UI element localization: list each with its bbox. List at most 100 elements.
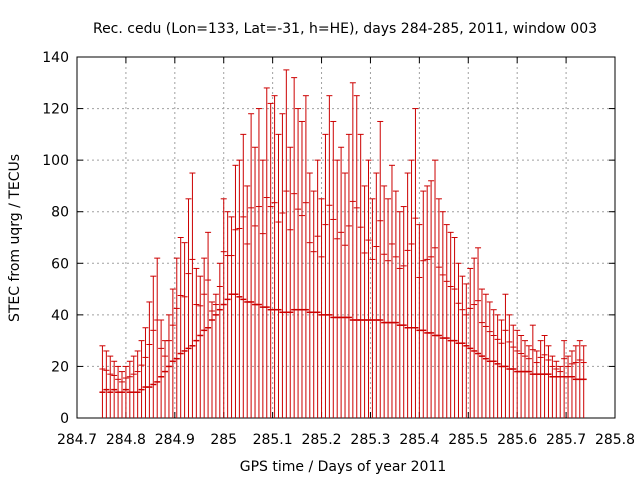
error-bar-point bbox=[494, 314, 501, 418]
error-bar-point bbox=[424, 185, 431, 418]
error-bar-point bbox=[248, 113, 255, 418]
error-bar-point bbox=[537, 340, 544, 418]
error-bar-point bbox=[486, 301, 493, 418]
error-bar-point bbox=[158, 319, 165, 418]
error-bar-point bbox=[107, 355, 114, 418]
error-bar-point bbox=[408, 159, 415, 418]
error-bar-point bbox=[275, 133, 282, 418]
error-bar-point bbox=[212, 293, 219, 418]
error-bar-point bbox=[302, 95, 309, 418]
error-bar-point bbox=[502, 293, 509, 418]
error-bar-point bbox=[482, 293, 489, 418]
error-bar-point bbox=[459, 275, 466, 418]
error-bar-point bbox=[232, 164, 239, 418]
error-bar-point bbox=[463, 283, 470, 418]
error-bar-point bbox=[295, 108, 302, 418]
error-bar-point bbox=[506, 314, 513, 418]
error-bar-point bbox=[568, 350, 575, 418]
error-bar-point bbox=[173, 257, 180, 418]
chart-title: Rec. cedu (Lon=133, Lat=-31, h=HE), days… bbox=[93, 21, 597, 37]
error-bar-point bbox=[545, 345, 552, 418]
error-bar-point bbox=[412, 108, 419, 418]
error-bar-point bbox=[189, 172, 196, 418]
error-bar-point bbox=[193, 267, 200, 418]
error-bar-point bbox=[228, 216, 235, 418]
error-bar-point bbox=[533, 350, 540, 418]
error-bar-point bbox=[142, 327, 149, 418]
error-bar-point bbox=[310, 190, 317, 418]
error-bar-point bbox=[130, 355, 137, 418]
x-tick-label: 285 bbox=[210, 432, 237, 448]
error-bar-point bbox=[314, 159, 321, 418]
x-tick-label: 284.9 bbox=[155, 432, 195, 448]
x-tick-label: 285.4 bbox=[399, 432, 439, 448]
x-axis-label: GPS time / Days of year 2011 bbox=[240, 459, 447, 475]
error-bar-point bbox=[122, 365, 129, 418]
x-tick-label: 284.8 bbox=[106, 432, 146, 448]
error-bar-point bbox=[271, 95, 278, 418]
error-bar-point bbox=[99, 345, 106, 418]
y-tick-label: 80 bbox=[51, 205, 69, 221]
error-bar-point bbox=[404, 172, 411, 418]
error-bar-point bbox=[165, 314, 172, 418]
error-bar-point bbox=[138, 340, 145, 418]
error-bar-point bbox=[377, 120, 384, 418]
y-tick-label: 40 bbox=[51, 308, 69, 324]
error-bar-point bbox=[388, 164, 395, 418]
error-bar-point bbox=[146, 301, 153, 418]
x-tick-label: 285.8 bbox=[595, 432, 635, 448]
error-bar-point bbox=[111, 360, 118, 418]
error-bar-point bbox=[361, 185, 368, 418]
error-bar-point bbox=[345, 133, 352, 418]
error-bar-point bbox=[169, 288, 176, 418]
error-bar-point bbox=[522, 340, 529, 418]
error-bar-point bbox=[471, 257, 478, 418]
error-bar-point bbox=[451, 237, 458, 418]
error-bar-point bbox=[252, 146, 259, 418]
error-bar-point bbox=[443, 224, 450, 418]
error-bar-point bbox=[205, 231, 212, 418]
y-tick-label: 140 bbox=[42, 50, 69, 66]
tick-labels: 284.7 284.8 284.9 285 285.1 285.2 285.3 285.4 28… bbox=[42, 50, 635, 448]
error-bar-point bbox=[330, 120, 337, 418]
error-bar-point bbox=[392, 190, 399, 418]
y-tick-label: 20 bbox=[51, 359, 69, 375]
error-bar-point bbox=[267, 102, 274, 418]
error-bar-point bbox=[357, 133, 364, 418]
y-tick-label: 0 bbox=[60, 411, 69, 427]
error-bar-point bbox=[510, 324, 517, 418]
error-bar-point bbox=[197, 275, 204, 418]
error-bar-point bbox=[478, 288, 485, 418]
error-bar-point bbox=[279, 113, 286, 418]
error-bar-point bbox=[553, 360, 560, 418]
error-bar-point bbox=[185, 198, 192, 418]
error-bar-point bbox=[490, 309, 497, 418]
error-bar-point bbox=[467, 267, 474, 418]
error-bar-point bbox=[154, 257, 161, 418]
error-bar-point bbox=[306, 172, 313, 418]
error-bar-point bbox=[118, 371, 125, 418]
error-bar-point bbox=[475, 247, 482, 418]
error-bar-point bbox=[455, 262, 462, 418]
error-bar-point bbox=[177, 237, 184, 418]
error-bar-point bbox=[400, 206, 407, 418]
error-bar-point bbox=[334, 159, 341, 418]
error-bar-point bbox=[220, 198, 227, 418]
error-bar-point bbox=[162, 340, 169, 418]
error-bar-point bbox=[514, 329, 521, 418]
x-tick-label: 285.6 bbox=[497, 432, 537, 448]
error-bar-point bbox=[498, 319, 505, 418]
error-bar-point bbox=[541, 334, 548, 418]
x-tick-label: 284.7 bbox=[57, 432, 97, 448]
error-bar-point bbox=[338, 146, 345, 418]
y-tick-label: 60 bbox=[51, 256, 69, 272]
x-tick-label: 285.1 bbox=[253, 432, 293, 448]
error-bar-point bbox=[259, 159, 266, 418]
error-bar-point bbox=[291, 77, 298, 418]
x-tick-label: 285.3 bbox=[350, 432, 390, 448]
error-bar-point bbox=[208, 301, 215, 418]
y-tick-label: 100 bbox=[42, 153, 69, 169]
error-bar-point bbox=[385, 198, 392, 418]
error-bar-point bbox=[557, 365, 564, 418]
error-bar-point bbox=[353, 95, 360, 418]
